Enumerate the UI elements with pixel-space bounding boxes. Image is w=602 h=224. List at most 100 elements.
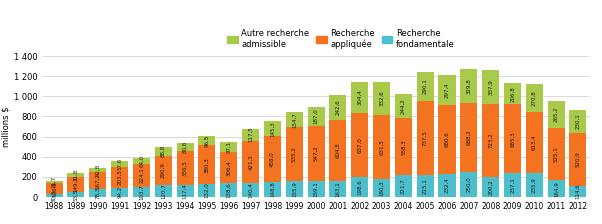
Bar (176, 185, 194, 197)
Text: 304,4: 304,4 (357, 90, 362, 106)
Text: 235,9: 235,9 (532, 177, 537, 193)
Bar (482, 70, 499, 104)
Text: 96,5: 96,5 (205, 134, 209, 147)
Bar (526, 173, 543, 197)
Text: 155,9: 155,9 (292, 181, 297, 197)
Text: 206,8: 206,8 (510, 86, 515, 102)
Bar (199, 145, 216, 184)
Bar (220, 152, 237, 183)
Bar (504, 104, 521, 173)
Text: 232,4: 232,4 (444, 178, 450, 193)
Bar (286, 112, 303, 127)
Bar (461, 69, 477, 103)
Text: 106,6: 106,6 (52, 181, 57, 197)
Text: 221,7: 221,7 (401, 178, 406, 194)
Bar (155, 156, 172, 185)
Bar (351, 82, 368, 113)
Bar (548, 101, 565, 127)
Text: 290,1: 290,1 (423, 79, 427, 94)
Y-axis label: millions $: millions $ (2, 106, 11, 147)
Bar (482, 177, 499, 197)
Text: 64,0: 64,0 (139, 155, 144, 167)
Bar (111, 161, 128, 167)
Bar (417, 72, 433, 101)
Text: 723,2: 723,2 (488, 133, 493, 148)
Text: 230,1: 230,1 (576, 114, 580, 129)
Text: 164,9: 164,9 (554, 181, 559, 197)
Bar (89, 168, 107, 172)
Text: 242,6: 242,6 (335, 100, 340, 115)
Bar (155, 185, 172, 197)
Bar (417, 101, 433, 175)
Text: 200,2: 200,2 (488, 179, 493, 195)
Text: 547,2: 547,2 (314, 146, 318, 161)
Text: 117,4: 117,4 (182, 183, 188, 199)
Text: 203,5: 203,5 (117, 170, 122, 185)
Bar (438, 174, 456, 197)
Bar (351, 113, 368, 177)
Text: 88,8: 88,8 (161, 145, 166, 157)
Text: 167,2: 167,2 (95, 173, 101, 189)
Bar (67, 177, 84, 192)
Text: 215,1: 215,1 (423, 178, 427, 194)
Bar (133, 164, 150, 187)
Bar (242, 129, 259, 140)
Text: 297,4: 297,4 (444, 82, 450, 98)
Text: 198,6: 198,6 (357, 179, 362, 195)
Bar (504, 173, 521, 197)
Bar (329, 95, 346, 120)
Text: 31,8: 31,8 (73, 169, 78, 181)
Bar (329, 181, 346, 197)
Bar (133, 187, 150, 197)
Text: 138,6: 138,6 (226, 182, 231, 198)
Legend: Autre recherche
admissible, Recherche
appliquée, Recherche
fondamentale: Autre recherche admissible, Recherche ap… (227, 29, 455, 49)
Text: 380,3: 380,3 (205, 157, 209, 172)
Text: 180,3: 180,3 (379, 180, 384, 196)
Text: 224,1: 224,1 (139, 168, 144, 183)
Text: 140,4: 140,4 (248, 182, 253, 198)
Text: 237,1: 237,1 (510, 177, 515, 193)
Bar (438, 75, 456, 105)
Text: 421,3: 421,3 (248, 154, 253, 170)
Bar (373, 82, 390, 115)
Bar (569, 133, 586, 185)
Bar (395, 94, 412, 118)
Text: 265,2: 265,2 (554, 106, 559, 122)
Bar (242, 183, 259, 197)
Text: 336,5: 336,5 (182, 160, 188, 176)
Text: 53,5: 53,5 (73, 188, 78, 200)
Text: 525,1: 525,1 (554, 146, 559, 162)
Bar (395, 118, 412, 175)
Bar (373, 115, 390, 179)
Text: 42,8: 42,8 (95, 164, 101, 176)
Text: 329,8: 329,8 (467, 78, 471, 94)
Bar (264, 182, 281, 197)
Bar (526, 84, 543, 112)
Text: 688,2: 688,2 (467, 129, 471, 145)
Bar (373, 179, 390, 197)
Text: 270,8: 270,8 (532, 90, 537, 106)
Text: 114,6: 114,6 (576, 183, 580, 199)
Bar (155, 147, 172, 156)
Text: 604,8: 604,8 (335, 142, 340, 158)
Text: 154,7: 154,7 (292, 112, 297, 127)
Text: 103,7: 103,7 (139, 184, 144, 200)
Bar (264, 121, 281, 136)
Text: 132,0: 132,0 (205, 183, 209, 198)
Bar (220, 183, 237, 197)
Bar (351, 177, 368, 197)
Bar (220, 142, 237, 152)
Text: 30,3: 30,3 (52, 190, 57, 202)
Text: 558,3: 558,3 (401, 139, 406, 155)
Text: 631,5: 631,5 (379, 139, 384, 155)
Text: 332,6: 332,6 (379, 91, 384, 106)
Text: 337,9: 337,9 (488, 79, 493, 95)
Text: 94,2: 94,2 (117, 186, 122, 198)
Bar (176, 151, 194, 185)
Bar (286, 181, 303, 197)
Bar (504, 83, 521, 104)
Text: 117,5: 117,5 (248, 127, 253, 142)
Bar (548, 127, 565, 181)
Bar (264, 136, 281, 182)
Text: 244,2: 244,2 (401, 98, 406, 114)
